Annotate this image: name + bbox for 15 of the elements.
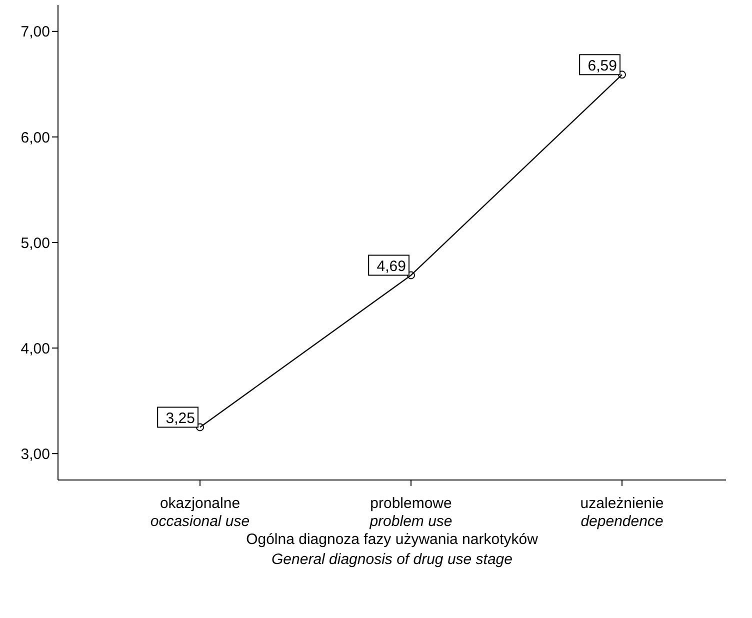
point bbox=[407, 271, 415, 280]
point bbox=[618, 70, 626, 79]
y-tick-label: 7,00 bbox=[20, 24, 50, 41]
data-label: 6,59 bbox=[588, 58, 617, 75]
y-tick-label: 3,00 bbox=[20, 446, 50, 463]
x-tick-label: problemowe problem use bbox=[368, 495, 452, 530]
data-label: 3,25 bbox=[166, 410, 195, 428]
data-label: 4,69 bbox=[376, 258, 406, 276]
point bbox=[196, 423, 204, 432]
y-tick-label: 6,00 bbox=[20, 129, 50, 146]
x-axis-title: Ogólna diagnoza fazy używania narkotyków General diagnosis of drug use stage bbox=[246, 531, 538, 568]
x-tick-label: uzależnienie dependence bbox=[580, 495, 664, 530]
x-tick-label: okazjonalne occasional use bbox=[150, 495, 250, 530]
y-tick-label: 5,00 bbox=[20, 234, 50, 252]
y-tick-label: 4,00 bbox=[20, 340, 50, 358]
